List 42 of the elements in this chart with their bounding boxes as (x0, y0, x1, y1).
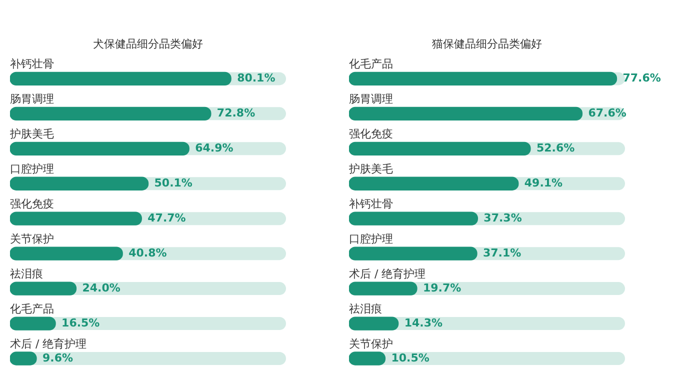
bar (10, 316, 56, 330)
y-tick-label: 术后 / 绝育护理 (10, 338, 87, 351)
y-tick-label: 强化免疫 (349, 128, 393, 141)
data-label: 16.5% (62, 316, 100, 330)
y-tick-label: 补钙壮骨 (349, 198, 393, 211)
y-tick-label: 术后 / 绝育护理 (349, 268, 426, 281)
y-tick-label: 化毛产品 (10, 302, 54, 316)
data-label: 49.1% (524, 176, 563, 190)
y-tick-label: 关节保护 (349, 338, 393, 351)
bar (349, 282, 418, 296)
data-label: 67.6% (588, 106, 626, 120)
data-label: 72.8% (216, 106, 256, 120)
y-tick-label: 口腔护理 (10, 162, 54, 176)
chart-title: 猫保健品细分品类偏好 (432, 37, 542, 50)
y-tick-label: 化毛产品 (349, 58, 393, 71)
y-tick-label: 护肤美毛 (348, 162, 393, 176)
data-label: 77.6% (622, 72, 661, 85)
data-label: 14.3% (404, 316, 443, 330)
data-label: 52.6% (536, 142, 575, 155)
data-label: 19.7% (422, 281, 462, 294)
y-tick-label: 肠胃调理 (349, 92, 393, 106)
data-label: 37.3% (484, 211, 522, 224)
data-label: 40.8% (128, 246, 167, 260)
bar (349, 316, 399, 330)
data-label: 9.6% (42, 351, 74, 364)
y-tick-label: 护肤美毛 (9, 128, 54, 141)
data-label: 50.1% (154, 176, 192, 190)
y-tick-label: 祛泪痕 (10, 268, 43, 281)
data-label: 10.5% (391, 351, 430, 364)
data-label: 64.9% (195, 142, 234, 155)
data-label: 24.0% (82, 281, 120, 294)
bar (10, 282, 77, 296)
y-tick-label: 补钙壮骨 (10, 58, 54, 71)
y-tick-label: 祛泪痕 (349, 302, 382, 316)
y-tick-label: 强化免疫 (10, 198, 54, 211)
y-tick-label: 肠胃调理 (10, 92, 54, 106)
data-label: 80.1% (237, 72, 276, 85)
y-tick-label: 口腔护理 (349, 232, 393, 246)
data-label: 47.7% (148, 211, 186, 224)
data-label: 37.1% (482, 246, 522, 260)
y-tick-label: 关节保护 (10, 232, 54, 246)
chart-title: 犬保健品细分品类偏好 (93, 37, 203, 50)
